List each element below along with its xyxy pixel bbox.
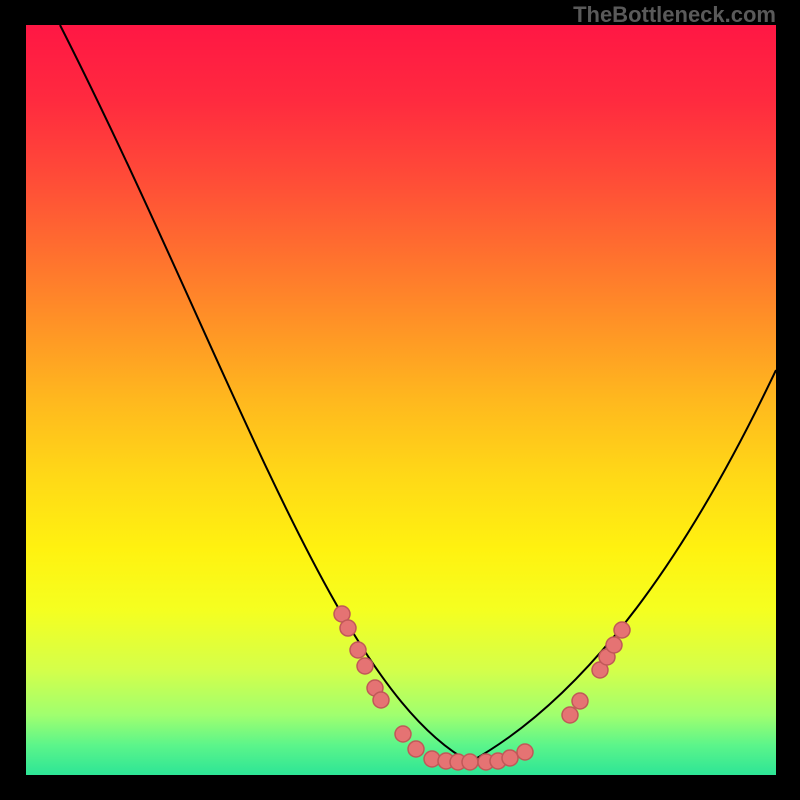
data-marker [502, 750, 518, 766]
bottleneck-chart: TheBottleneck.com [0, 0, 800, 800]
data-marker [517, 744, 533, 760]
data-marker [357, 658, 373, 674]
data-marker [562, 707, 578, 723]
data-marker [395, 726, 411, 742]
data-marker [408, 741, 424, 757]
plot-svg [0, 0, 800, 800]
data-marker [606, 637, 622, 653]
data-marker [572, 693, 588, 709]
data-marker [614, 622, 630, 638]
plot-background [26, 25, 776, 775]
data-marker [462, 754, 478, 770]
data-marker [340, 620, 356, 636]
watermark-text: TheBottleneck.com [573, 2, 776, 28]
data-marker [373, 692, 389, 708]
data-marker [350, 642, 366, 658]
